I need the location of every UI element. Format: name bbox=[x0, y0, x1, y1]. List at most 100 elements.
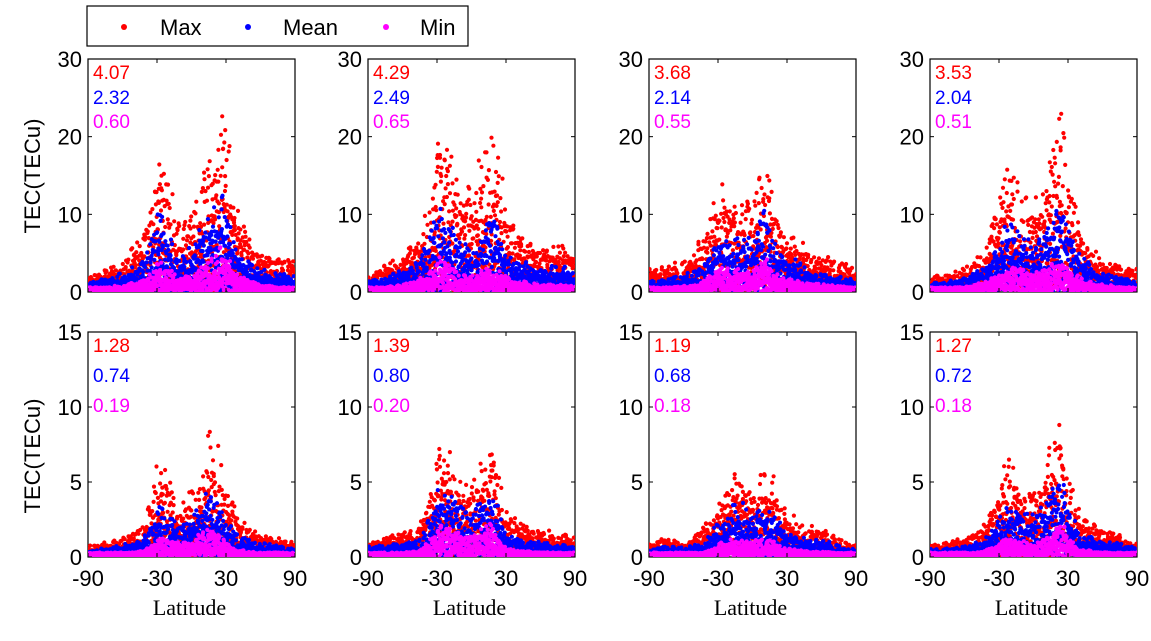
data-point bbox=[243, 230, 247, 234]
data-point bbox=[198, 221, 202, 225]
data-point bbox=[222, 140, 226, 144]
data-point bbox=[480, 190, 484, 194]
data-point bbox=[130, 246, 134, 250]
data-point bbox=[391, 259, 395, 263]
data-point bbox=[472, 201, 476, 205]
data-point bbox=[255, 266, 259, 270]
data-point bbox=[170, 192, 174, 196]
data-point bbox=[225, 203, 229, 207]
data-point bbox=[432, 236, 436, 240]
data-point bbox=[509, 271, 513, 275]
data-point bbox=[157, 162, 161, 166]
data-point bbox=[518, 254, 522, 258]
data-point bbox=[244, 235, 248, 239]
data-point bbox=[441, 222, 445, 226]
data-point bbox=[216, 260, 220, 264]
data-point bbox=[206, 167, 210, 171]
data-point bbox=[235, 284, 239, 288]
data-point bbox=[197, 228, 201, 232]
data-point bbox=[212, 205, 216, 209]
data-point bbox=[159, 261, 163, 265]
data-point bbox=[228, 225, 232, 229]
data-point bbox=[435, 170, 439, 174]
data-point bbox=[134, 250, 138, 254]
data-point bbox=[220, 165, 224, 169]
y-tick-label: 0 bbox=[70, 280, 82, 305]
data-point bbox=[203, 189, 207, 193]
data-point bbox=[524, 260, 528, 264]
data-point bbox=[159, 219, 163, 223]
data-point bbox=[167, 202, 171, 206]
stat-max: 4.07 bbox=[93, 63, 130, 84]
data-point bbox=[141, 270, 145, 274]
data-point bbox=[169, 258, 173, 262]
data-point bbox=[201, 249, 205, 253]
data-point bbox=[571, 271, 575, 275]
data-point bbox=[223, 174, 227, 178]
data-point bbox=[506, 235, 510, 239]
data-point bbox=[551, 245, 555, 249]
data-point bbox=[182, 227, 186, 231]
data-point bbox=[163, 239, 167, 243]
data-point bbox=[260, 254, 264, 258]
data-point bbox=[173, 272, 177, 276]
data-point bbox=[470, 242, 474, 246]
data-point bbox=[183, 220, 187, 224]
data-point bbox=[157, 240, 161, 244]
data-point bbox=[486, 178, 490, 182]
data-point bbox=[246, 251, 250, 255]
data-point bbox=[474, 210, 478, 214]
data-point bbox=[192, 225, 196, 229]
data-point bbox=[221, 147, 225, 151]
data-point bbox=[162, 172, 166, 176]
data-point bbox=[181, 237, 185, 241]
data-point bbox=[519, 244, 523, 248]
data-point bbox=[188, 219, 192, 223]
data-point bbox=[432, 220, 436, 224]
data-point bbox=[523, 250, 527, 254]
data-point bbox=[463, 242, 467, 246]
y-tick-label: 30 bbox=[58, 47, 82, 72]
data-point bbox=[169, 253, 173, 257]
data-point bbox=[439, 174, 443, 178]
data-point bbox=[455, 222, 459, 226]
data-point bbox=[454, 259, 458, 263]
data-point bbox=[417, 270, 421, 274]
data-point bbox=[420, 257, 424, 261]
data-point bbox=[504, 229, 508, 233]
data-point bbox=[203, 231, 207, 235]
data-point bbox=[194, 200, 198, 204]
data-point bbox=[499, 209, 503, 213]
data-point bbox=[489, 250, 493, 254]
data-point bbox=[146, 229, 150, 233]
data-point bbox=[112, 265, 116, 269]
data-point bbox=[444, 186, 448, 190]
data-point bbox=[440, 166, 444, 170]
data-point bbox=[242, 225, 246, 229]
data-point bbox=[439, 180, 443, 184]
data-point bbox=[218, 245, 222, 249]
data-point bbox=[217, 201, 221, 205]
data-point bbox=[223, 189, 227, 193]
data-point bbox=[187, 246, 191, 250]
data-point bbox=[202, 223, 206, 227]
data-point bbox=[232, 216, 236, 220]
data-point bbox=[485, 215, 489, 219]
data-point bbox=[225, 234, 229, 238]
data-point bbox=[462, 225, 466, 229]
data-point bbox=[481, 248, 485, 252]
data-point bbox=[150, 207, 154, 211]
data-point bbox=[216, 286, 220, 290]
data-point bbox=[240, 257, 244, 261]
data-point bbox=[211, 225, 215, 229]
data-point bbox=[193, 254, 197, 258]
data-point bbox=[495, 204, 499, 208]
data-point bbox=[423, 258, 427, 262]
data-point bbox=[499, 242, 503, 246]
data-point bbox=[467, 229, 471, 233]
data-point bbox=[445, 148, 449, 152]
data-point bbox=[449, 155, 453, 159]
data-point bbox=[223, 215, 227, 219]
data-point bbox=[436, 234, 440, 238]
